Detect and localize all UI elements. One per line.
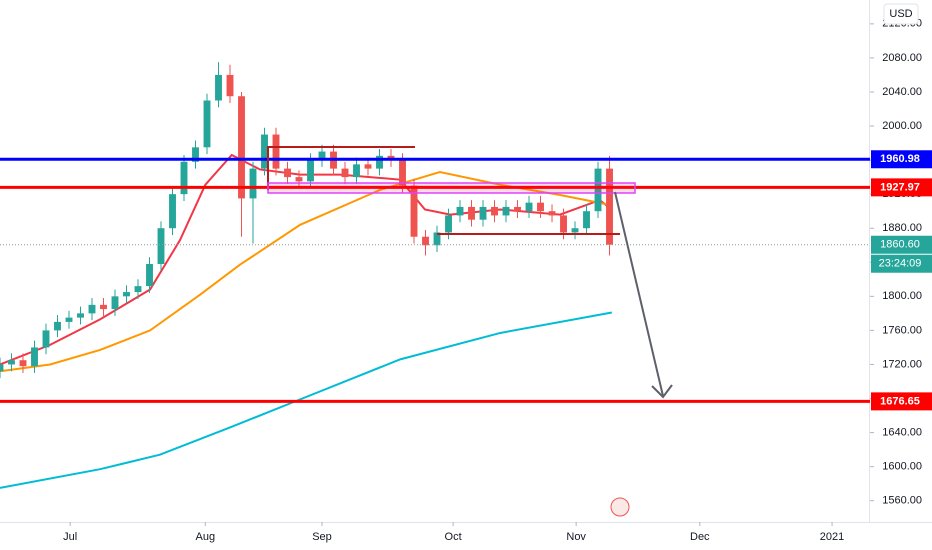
candle-body (514, 206, 521, 212)
candle-body (445, 215, 452, 233)
candle-body (307, 160, 314, 182)
y-tick-label: 1880.00 (882, 222, 922, 234)
moving-average (0, 311, 612, 489)
candle-body (54, 321, 61, 331)
plot (0, 62, 870, 489)
candle-body (31, 347, 38, 367)
y-tick-label: 1640.00 (882, 426, 922, 438)
candle-body (192, 147, 199, 162)
candle-body (123, 292, 130, 297)
y-tick-label: 1800.00 (882, 290, 922, 302)
candle-body (376, 155, 383, 169)
candle-body (169, 194, 176, 229)
candle-body (100, 304, 107, 310)
x-tick-label: Oct (445, 531, 462, 543)
candle-body (537, 202, 544, 212)
candle-body (594, 168, 602, 212)
currency-label: USD (889, 8, 912, 20)
candle-body (560, 215, 567, 233)
currency-box (883, 3, 919, 25)
arrow-shaft (614, 191, 664, 397)
level-label: 1927.97 (880, 181, 920, 193)
candle-body (479, 206, 487, 220)
level-label: 1676.65 (880, 395, 920, 407)
y-tick-label: 2080.00 (882, 52, 922, 64)
candle-body (65, 317, 73, 322)
countdown-box (871, 254, 932, 273)
candle-body (399, 160, 406, 186)
x-tick-label: Dec (690, 531, 710, 543)
candle-body (180, 161, 188, 195)
y-tick-label: 1600.00 (882, 461, 922, 473)
level-label: 1960.98 (880, 153, 920, 165)
candle-body (146, 263, 153, 287)
level-label-box (871, 392, 932, 411)
y-tick-label: 1560.00 (882, 495, 922, 507)
candle-body (353, 164, 360, 178)
candle-body (249, 168, 257, 199)
candle-body (502, 206, 510, 216)
candle-body (422, 236, 429, 246)
y-tick-label: 2000.00 (882, 120, 922, 132)
x-tick-label: Sep (312, 531, 332, 543)
candle-body (364, 164, 372, 169)
candle-body (77, 313, 84, 318)
x-tick-label: Aug (195, 531, 215, 543)
candle-body (606, 168, 613, 245)
candle-body (468, 206, 475, 220)
candle-body (295, 177, 303, 182)
candle-body (571, 228, 579, 233)
drawings (267, 146, 673, 517)
candle-body (341, 168, 349, 178)
price-axis: 1560.001600.001640.001680.001720.001760.… (63, 18, 932, 543)
arrow-head (651, 384, 673, 399)
candle-body (261, 134, 268, 169)
candle-body (583, 211, 590, 229)
candle-body (0, 364, 4, 372)
y-tick-label: 1760.00 (882, 324, 922, 336)
candle-body (433, 232, 441, 246)
candle-body (19, 360, 27, 367)
last-price-box (871, 235, 932, 254)
candle-body (88, 304, 96, 314)
last-price-label: 1860.60 (880, 239, 920, 251)
level-label-box (871, 150, 932, 169)
countdown-label: 23:24:09 (879, 258, 922, 270)
candle-body (548, 211, 556, 216)
candle-body (318, 151, 326, 161)
candle-body (215, 74, 222, 101)
zone-rectangle (267, 182, 636, 194)
candle-body (203, 100, 211, 148)
x-tick-label: Jul (63, 531, 77, 543)
candle-body (111, 296, 119, 310)
level-label-box (871, 178, 932, 197)
event-icon[interactable] (610, 497, 630, 517)
candle-body (42, 330, 50, 348)
candle-body (456, 206, 464, 216)
candle-body (157, 228, 165, 264)
candle-body (525, 202, 533, 212)
candle-body (238, 96, 245, 199)
candle-body (8, 360, 15, 365)
candle-body (134, 286, 142, 293)
candle-body (226, 74, 234, 97)
x-tick-label: 2021 (820, 531, 844, 543)
y-tick-label: 2040.00 (882, 86, 922, 98)
x-tick-label: Nov (566, 531, 586, 543)
resistance-box (267, 146, 415, 190)
candle-body (272, 134, 280, 169)
candle-body (491, 206, 498, 216)
y-tick-label: 1720.00 (882, 358, 922, 370)
candle-body (284, 168, 291, 178)
candle-body (410, 185, 418, 237)
